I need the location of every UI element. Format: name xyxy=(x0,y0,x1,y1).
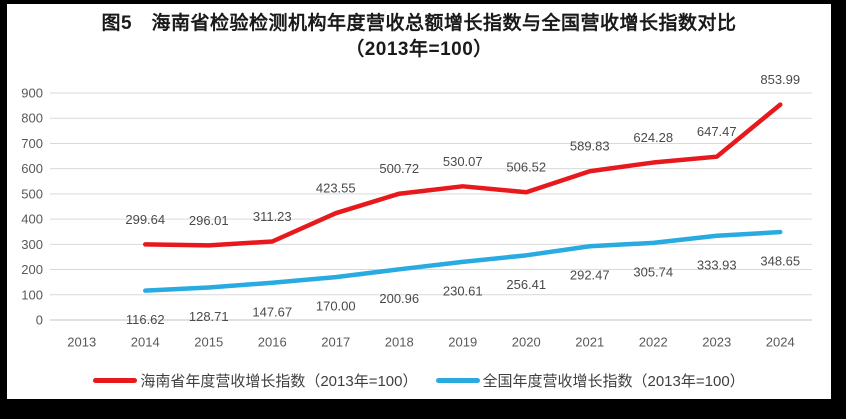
y-tick-label: 500 xyxy=(21,186,43,201)
data-label: 292.47 xyxy=(570,268,610,283)
x-tick-label: 2024 xyxy=(766,335,795,350)
series-line-1 xyxy=(143,229,783,293)
x-tick-label: 2016 xyxy=(258,335,287,350)
y-tick-label: 400 xyxy=(21,212,43,227)
x-tick-label: 2013 xyxy=(67,335,96,350)
y-tick-label: 0 xyxy=(36,313,43,328)
x-tick-label: 2015 xyxy=(194,335,223,350)
x-tick-label: 2021 xyxy=(575,335,604,350)
legend-item-hainan: 海南省年度营收增长指数（2013年=100） xyxy=(93,370,418,391)
data-label: 500.72 xyxy=(379,161,419,176)
data-label: 305.74 xyxy=(633,264,673,279)
chart-panel: 0 100 200 300 400 500 600 700 800 900 2013 2014 2015… xyxy=(7,4,831,399)
national-series-swatch xyxy=(435,378,480,383)
data-label: 200.96 xyxy=(379,291,419,306)
data-label: 348.65 xyxy=(760,254,800,269)
y-tick-label: 700 xyxy=(21,136,43,151)
data-label: 506.52 xyxy=(506,160,546,175)
data-label: 230.61 xyxy=(443,283,483,298)
x-tick-label: 2022 xyxy=(639,335,668,350)
data-label: 589.83 xyxy=(570,139,610,154)
chart-title-line1: 图5 海南省检验检测机构年度营收总额增长指数与全国营收增长指数对比 xyxy=(101,13,737,34)
y-tick-label: 600 xyxy=(21,161,43,176)
data-label: 147.67 xyxy=(252,304,292,319)
data-label: 311.23 xyxy=(253,209,292,224)
chart-legend: 海南省年度营收增长指数（2013年=100） 全国年度营收增长指数（2013年=… xyxy=(7,370,831,391)
data-label: 256.41 xyxy=(506,277,546,292)
y-tick-label: 200 xyxy=(21,262,43,277)
y-tick-label: 900 xyxy=(21,86,43,101)
data-label: 296.01 xyxy=(189,213,229,228)
legend-label-national: 全国年度营收增长指数（2013年=100） xyxy=(482,373,745,390)
data-label: 170.00 xyxy=(316,299,356,314)
data-label: 116.62 xyxy=(126,312,165,327)
chart-title: 图5 海南省检验检测机构年度营收总额增长指数与全国营收增长指数对比 （2013年… xyxy=(7,11,831,63)
legend-item-national: 全国年度营收增长指数（2013年=100） xyxy=(435,370,745,391)
data-label: 128.71 xyxy=(189,309,229,324)
hainan-series-swatch xyxy=(93,378,138,383)
x-tick-label: 2019 xyxy=(448,335,477,350)
data-label: 624.28 xyxy=(633,130,673,145)
data-label: 423.55 xyxy=(316,181,356,196)
data-label: 647.47 xyxy=(697,124,737,139)
legend-label-hainan: 海南省年度营收增长指数（2013年=100） xyxy=(140,373,418,390)
line-chart: 0 100 200 300 400 500 600 700 800 900 2013 2014 2015… xyxy=(21,72,812,350)
series-line-0 xyxy=(143,102,783,248)
x-tick-label: 2014 xyxy=(131,335,160,350)
x-tick-label: 2018 xyxy=(385,335,414,350)
data-label: 299.64 xyxy=(125,212,165,227)
x-tick-label: 2023 xyxy=(702,335,731,350)
y-tick-label: 100 xyxy=(21,287,43,302)
y-tick-label: 300 xyxy=(21,237,43,252)
data-label: 333.93 xyxy=(697,257,737,272)
data-label: 853.99 xyxy=(760,72,800,87)
data-label: 530.07 xyxy=(443,154,483,169)
x-tick-label: 2017 xyxy=(321,335,350,350)
x-tick-label: 2020 xyxy=(512,335,541,350)
y-tick-label: 800 xyxy=(21,111,43,126)
chart-title-line2: （2013年=100） xyxy=(345,39,493,60)
